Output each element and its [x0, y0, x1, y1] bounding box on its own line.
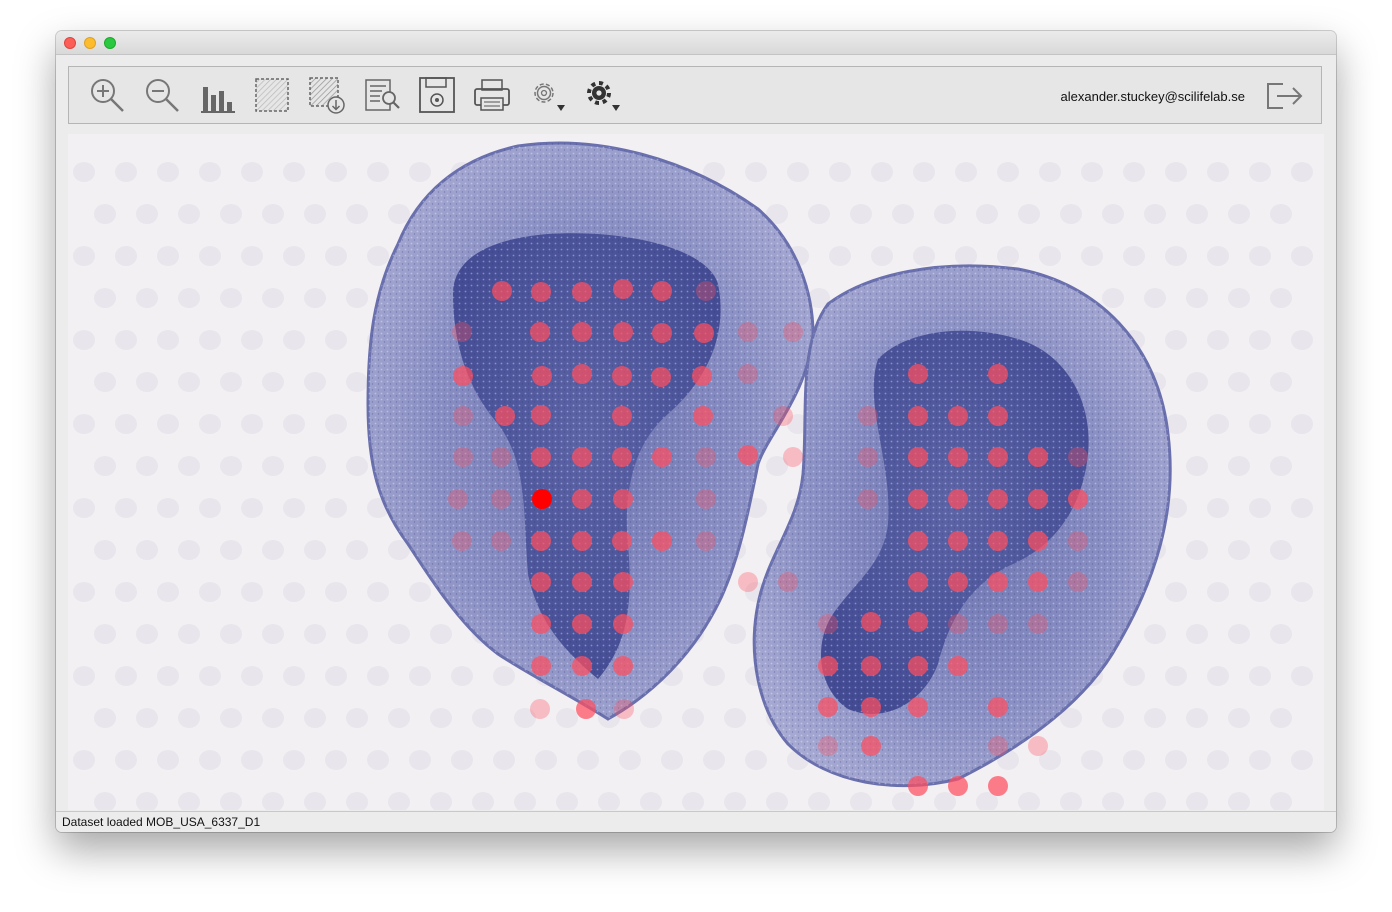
user-email: alexander.stuckey@scilifelab.se	[1060, 89, 1245, 104]
tissue-viewer[interactable]	[68, 134, 1324, 810]
print-button[interactable]	[470, 75, 514, 115]
selected-spot[interactable]	[532, 489, 552, 509]
settings-outline-icon	[534, 83, 565, 111]
zoom-out-icon	[146, 79, 179, 112]
title-bar	[56, 31, 1336, 55]
zoom-in-icon	[91, 79, 124, 112]
tissue-image	[73, 141, 1313, 810]
histogram-button[interactable]	[195, 75, 239, 115]
logout-button[interactable]	[1263, 77, 1307, 115]
left-tissue-section	[366, 141, 815, 721]
status-bar: Dataset loaded MOB_USA_6337_D1	[56, 811, 1336, 832]
gene-search-button[interactable]	[360, 75, 404, 115]
selection-icon	[255, 78, 289, 112]
bar-chart-icon	[201, 87, 235, 113]
settings-options-button[interactable]	[580, 75, 624, 115]
search-list-icon	[365, 79, 400, 111]
app-window: alexander.stuckey@scilifelab.se	[56, 31, 1336, 832]
status-message: Dataset loaded MOB_USA_6337_D1	[62, 815, 261, 829]
maximize-window-button[interactable]	[104, 37, 116, 49]
close-window-button[interactable]	[64, 37, 76, 49]
save-image-icon	[419, 77, 455, 113]
settings-solid-icon	[587, 81, 620, 111]
logout-icon	[1267, 83, 1303, 109]
selection-export-icon	[309, 77, 345, 114]
selection-button[interactable]	[250, 75, 294, 115]
settings-menu-button[interactable]	[525, 75, 569, 115]
print-icon	[474, 79, 510, 111]
expression-spots	[448, 279, 1088, 796]
export-selection-button[interactable]	[305, 75, 349, 115]
zoom-in-button[interactable]	[85, 75, 129, 115]
right-tissue-section	[752, 264, 1172, 788]
toolbar: alexander.stuckey@scilifelab.se	[68, 66, 1322, 124]
zoom-out-button[interactable]	[140, 75, 184, 115]
save-image-button[interactable]	[415, 75, 459, 115]
minimize-window-button[interactable]	[84, 37, 96, 49]
